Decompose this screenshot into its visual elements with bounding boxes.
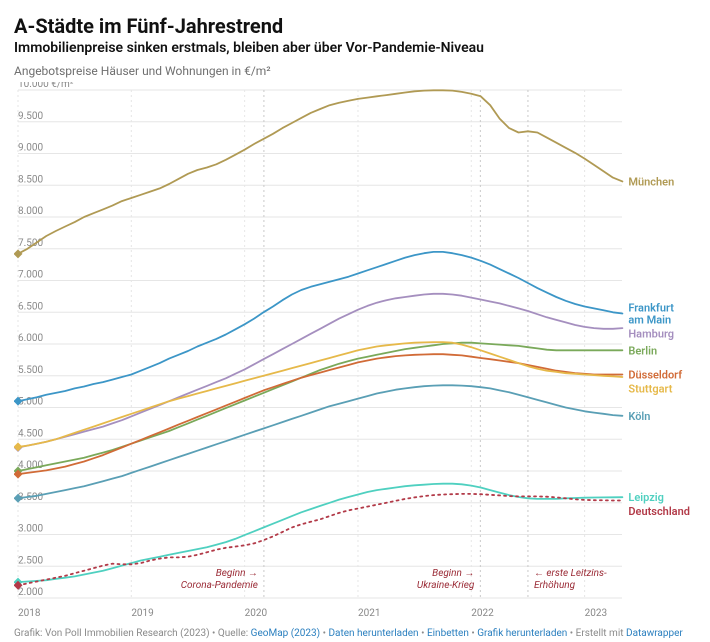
svg-text:2.000: 2.000 (18, 587, 43, 598)
series-label-Frankfurt am Main: am Main (628, 314, 671, 327)
svg-text:Corona-Pandemie: Corona-Pandemie (181, 580, 258, 591)
series-label-Berlin: Berlin (628, 344, 657, 357)
footer-link-download-chart[interactable]: Grafik herunterladen (477, 628, 567, 639)
chart-svg: 2.0002.5003.0003.5004.0004.5005.0005.500… (14, 82, 698, 622)
svg-text:3.000: 3.000 (18, 524, 43, 535)
series-label-Hamburg: Hamburg (628, 328, 674, 341)
series-Stuttgart (18, 342, 622, 447)
series-label-Leipzig: Leipzig (628, 491, 664, 504)
series-label-München: München (628, 175, 674, 188)
series-label-Düsseldorf: Düsseldorf (628, 368, 682, 381)
footer-link-download-data[interactable]: Daten herunterladen (328, 628, 418, 639)
svg-text:9.500: 9.500 (18, 111, 43, 122)
line-chart: 2.0002.5003.0003.5004.0004.5005.0005.500… (14, 82, 698, 622)
series-Köln (18, 385, 622, 498)
chart-description: Angebotspreise Häuser und Wohnungen in €… (14, 64, 698, 78)
svg-text:8.000: 8.000 (18, 206, 43, 217)
series-München (18, 90, 622, 254)
footer-link-embed[interactable]: Einbetten (427, 628, 469, 639)
svg-text:9.000: 9.000 (18, 143, 43, 154)
svg-text:6.500: 6.500 (18, 301, 43, 312)
series-Düsseldorf (18, 354, 622, 474)
svg-text:6.000: 6.000 (18, 333, 43, 344)
svg-text:2020: 2020 (245, 608, 268, 619)
footer-link-tool[interactable]: Datawrapper (626, 628, 683, 639)
series-Berlin (18, 343, 622, 471)
svg-text:2.500: 2.500 (18, 555, 43, 566)
svg-text:2021: 2021 (358, 608, 380, 619)
footer-suffix: • Erstellt mit (570, 628, 626, 639)
svg-text:2023: 2023 (585, 608, 607, 619)
series-Deutschland (18, 494, 622, 585)
chart-footer: Grafik: Von Poll Immobilien Research (20… (14, 628, 698, 639)
svg-text:4.500: 4.500 (18, 428, 43, 439)
svg-text:2019: 2019 (131, 608, 153, 619)
svg-text:Beginn →: Beginn → (216, 568, 258, 579)
svg-text:2022: 2022 (471, 608, 494, 619)
footer-link-source[interactable]: GeoMap (2023) (251, 628, 320, 639)
svg-text:Ukraine-Krieg: Ukraine-Krieg (417, 580, 475, 591)
chart-subtitle: Immobilienpreise sinken erstmals, bleibe… (14, 40, 698, 56)
svg-text:8.500: 8.500 (18, 174, 43, 185)
series-label-Deutschland: Deutschland (628, 505, 690, 518)
footer-prefix: Grafik: Von Poll Immobilien Research (20… (14, 628, 251, 639)
series-Frankfurt am Main (18, 252, 622, 401)
svg-text:7.000: 7.000 (18, 270, 43, 281)
chart-title: A-Städte im Fünf-Jahrestrend (14, 14, 698, 38)
series-label-Köln: Köln (628, 410, 650, 423)
svg-text:Beginn →: Beginn → (432, 568, 474, 579)
svg-text:2018: 2018 (18, 608, 41, 619)
svg-text:10.000 €/m²: 10.000 €/m² (18, 82, 74, 90)
series-label-Stuttgart: Stuttgart (628, 382, 672, 395)
svg-text:← erste Leitzins-: ← erste Leitzins- (534, 568, 607, 579)
svg-text:Erhöhung: Erhöhung (534, 580, 576, 591)
series-Leipzig (18, 484, 622, 582)
svg-text:5.500: 5.500 (18, 365, 43, 376)
